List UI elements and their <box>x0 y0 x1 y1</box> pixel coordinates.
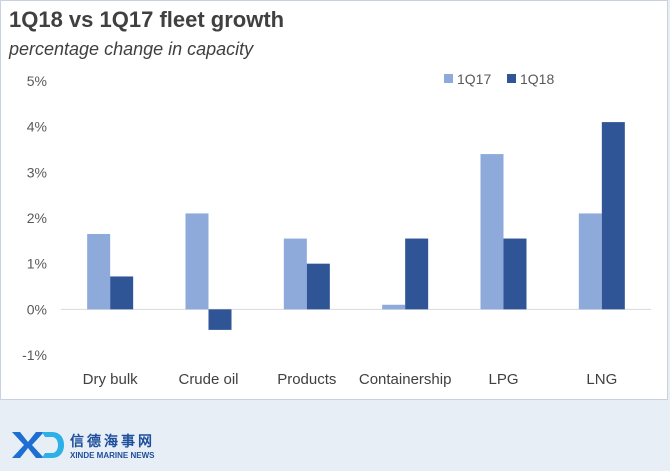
xinde-logo-icon <box>12 432 64 458</box>
legend-swatch-1q18 <box>507 74 516 83</box>
y-tick-label: 1% <box>27 256 47 272</box>
y-tick-label: 5% <box>27 73 47 89</box>
footer: 信德海事网 XINDE MARINE NEWS <box>0 400 670 471</box>
bar-1q18-products <box>306 263 330 310</box>
bar-1q18-dry-bulk <box>110 276 134 310</box>
bar-1q18-lpg <box>503 238 527 310</box>
chart-title: 1Q18 vs 1Q17 fleet growth <box>9 7 285 32</box>
bar-1q18-containership <box>405 238 429 310</box>
x-tick-label: Containership <box>359 371 452 388</box>
x-tick-label: LPG <box>488 371 518 388</box>
x-tick-label: Crude oil <box>178 371 238 388</box>
y-tick-label: 4% <box>27 119 47 135</box>
bar-1q17-crude-oil <box>185 213 209 310</box>
legend-label-1q18: 1Q18 <box>520 71 554 87</box>
bar-1q18-crude-oil <box>208 309 232 330</box>
chart-subtitle: percentage change in capacity <box>9 39 254 59</box>
bar-1q18-lng <box>601 122 625 310</box>
y-tick-label: 2% <box>27 210 47 226</box>
x-tick-label: Products <box>277 371 336 388</box>
bar-1q17-lpg <box>480 154 504 310</box>
legend-swatch-1q17 <box>444 74 453 83</box>
y-tick-label: -1% <box>22 347 47 363</box>
bar-1q17-dry-bulk <box>87 233 111 310</box>
logo-chinese-text: 信德海事网 <box>70 434 155 450</box>
x-tick-label: LNG <box>586 371 617 388</box>
y-tick-label: 3% <box>27 164 47 180</box>
bar-1q17-containership <box>382 304 406 310</box>
y-tick-label: 0% <box>27 301 47 317</box>
chart-panel: 1Q18 vs 1Q17 fleet growth percentage cha… <box>0 0 668 400</box>
legend-label-1q17: 1Q17 <box>457 71 491 87</box>
bar-1q17-products <box>283 238 307 310</box>
x-tick-label: Dry bulk <box>83 371 139 388</box>
bar-chart: -1% 0% 1% 2% 3% 4% 5% Dry bulk Crude oil Products… <box>22 71 651 388</box>
logo-english-text: XINDE MARINE NEWS <box>70 451 155 460</box>
bar-1q17-lng <box>578 213 602 310</box>
